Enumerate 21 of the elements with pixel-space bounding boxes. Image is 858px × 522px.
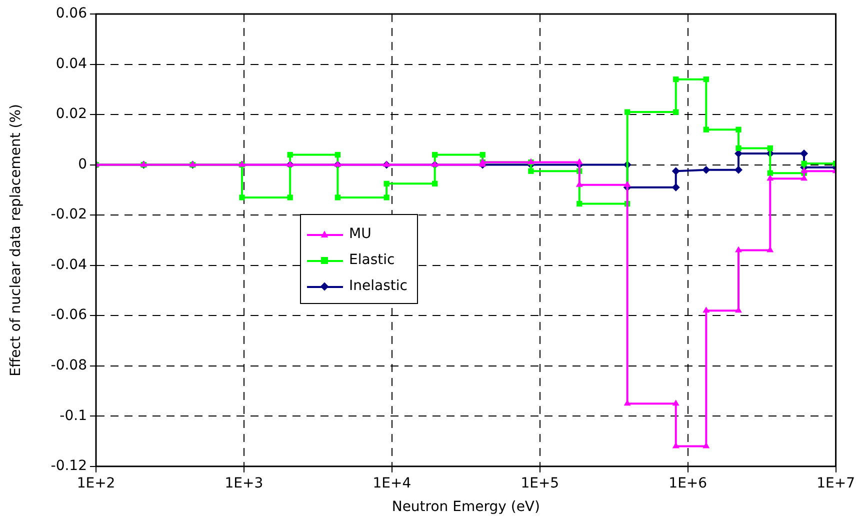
y-tick-label: -0.08	[50, 358, 87, 374]
legend-label: Inelastic	[349, 277, 408, 296]
y-tick-label: -0.1	[60, 408, 87, 424]
y-tick-label: -0.02	[50, 206, 87, 223]
y-tick-label: -0.04	[50, 256, 88, 273]
legend-label: Elastic	[349, 251, 395, 270]
x-tick-label: 1E+6	[668, 475, 708, 492]
x-tick-label: 1E+2	[76, 475, 116, 492]
y-tick-label: 0.02	[56, 106, 87, 122]
x-axis-title: Neutron Emergy (eV)	[392, 499, 540, 516]
x-tick-label: 1E+3	[224, 475, 264, 492]
legend-label: MU	[349, 225, 372, 244]
x-tick-label: 1E+5	[520, 475, 560, 492]
x-tick-label: 1E+7	[816, 475, 855, 492]
y-axis-title: Effect of nuclear data replacement (%)	[8, 104, 24, 376]
y-tick-label: 0.04	[56, 56, 88, 72]
y-tick-label: 0.06	[56, 6, 88, 22]
y-tick-label: -0.12	[50, 458, 87, 474]
y-tick-label: -0.06	[50, 307, 88, 324]
x-tick-label: 1E+4	[372, 475, 412, 492]
y-tick-label: 0	[78, 156, 87, 172]
